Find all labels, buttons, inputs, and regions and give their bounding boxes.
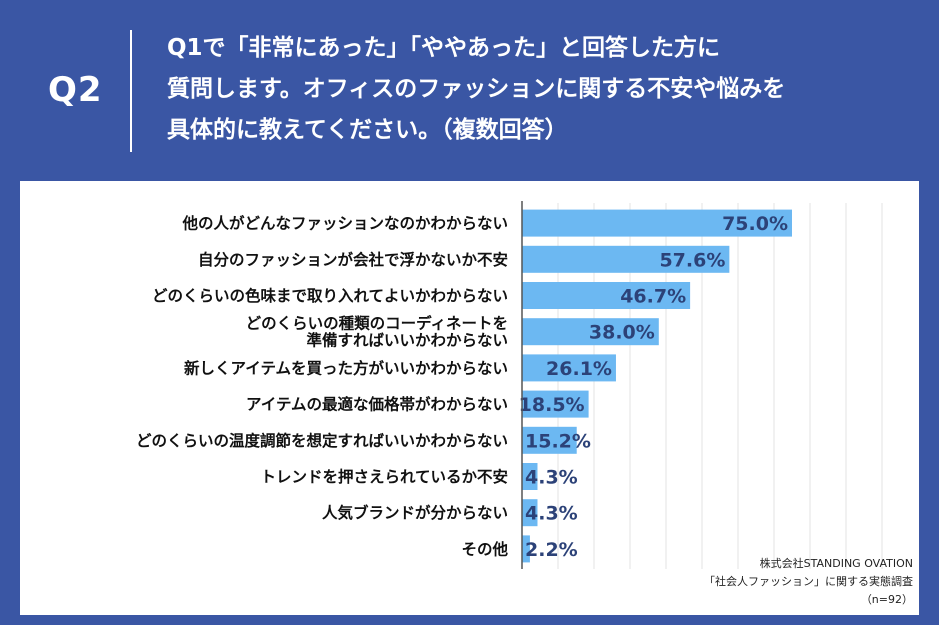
question-line-3: 具体的に教えてください。（複数回答） — [167, 117, 568, 143]
bar — [522, 209, 792, 237]
value-label: 15.2% — [525, 430, 591, 452]
question-line-2: 質問します。オフィスのファッションに関する不安や悩みを — [167, 76, 786, 102]
bar — [522, 318, 659, 346]
value-label: 75.0% — [722, 213, 788, 235]
chart-panel: 75.0% 他の人がどんなファッションなのかわからない 57.6% 自分のファッション… — [20, 181, 919, 615]
category-label: どのくらいの色味まで取り入れてよいかわからない — [152, 286, 508, 305]
value-label: 46.7% — [620, 286, 686, 308]
bar-chart: 75.0% 他の人がどんなファッションなのかわからない 57.6% 自分のファッション… — [136, 201, 883, 569]
question-number: Q2 — [48, 70, 103, 110]
header-divider — [130, 30, 132, 152]
category-label: 人気ブランドが分からない — [322, 503, 508, 522]
category-label: 他の人がどんなファッションなのかわからない — [181, 214, 508, 233]
value-label: 26.1% — [546, 358, 612, 380]
bar — [522, 535, 530, 563]
source-sample-size: （n=92） — [860, 593, 913, 606]
category-label: 新しくアイテムを買った方がいいかわからない — [184, 358, 508, 377]
bar — [522, 354, 616, 382]
bar — [522, 463, 538, 490]
source-survey: 「社会人ファッション」に関する実態調査 — [704, 575, 913, 588]
question-text: Q1で「非常にあった」「ややあった」と回答した方に 質問します。オフィスのファッ… — [167, 28, 907, 151]
category-label: どのくらいの温度調節を想定すればいいかわからない — [136, 431, 508, 450]
value-label: 4.3% — [525, 467, 578, 489]
bar — [522, 390, 589, 418]
source-company: 株式会社STANDING OVATION — [759, 557, 913, 570]
value-label: 57.6% — [659, 249, 725, 271]
value-label: 38.0% — [589, 322, 655, 344]
bar — [522, 499, 538, 527]
category-label: その他 — [461, 539, 508, 558]
category-label: トレンドを押さえられているか不安 — [260, 467, 508, 486]
question-line-1: Q1で「非常にあった」「ややあった」と回答した方に — [167, 35, 721, 61]
value-label: 4.3% — [525, 503, 578, 525]
category-label: 準備すればいいかわからない — [306, 331, 508, 350]
source-note: 株式会社STANDING OVATION 「社会人ファッション」に関する実態調査… — [613, 555, 913, 609]
bar — [522, 426, 577, 454]
category-label: 自分のファッションが会社で浮かないか不安 — [198, 250, 508, 269]
category-label: どのくらいの種類のコーディネートを — [246, 314, 508, 333]
bar — [522, 245, 730, 273]
category-label: アイテムの最適な価格帯がわからない — [246, 395, 508, 414]
value-label: 2.2% — [525, 539, 578, 561]
header: Q2 Q1で「非常にあった」「ややあった」と回答した方に 質問します。オフィスの… — [0, 0, 939, 178]
bar — [522, 282, 691, 309]
value-label: 18.5% — [519, 394, 585, 416]
